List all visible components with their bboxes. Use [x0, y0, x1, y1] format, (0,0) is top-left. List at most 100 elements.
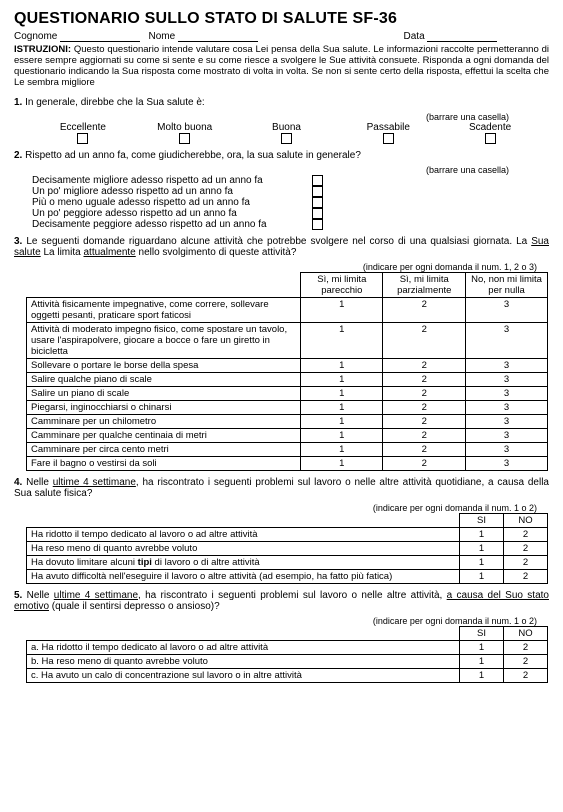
page-title: QUESTIONARIO SULLO STATO DI SALUTE SF-36	[14, 10, 549, 28]
q5-cell[interactable]: 1	[460, 640, 504, 654]
q1-opt-4: Passabile	[367, 122, 410, 133]
q3-cell[interactable]: 1	[301, 442, 383, 456]
q5-cell[interactable]: 1	[460, 668, 504, 682]
q3-cell[interactable]: 3	[466, 322, 548, 358]
q1-hint: (barrare una casella)	[14, 112, 549, 122]
q3-cell[interactable]: 2	[383, 386, 466, 400]
date-input[interactable]	[427, 31, 497, 42]
q3-cell[interactable]: 2	[383, 297, 466, 322]
q3-row-5: Piegarsi, inginocchiarsi o chinarsi	[27, 400, 301, 414]
surname-input[interactable]	[60, 31, 140, 42]
q3-cell[interactable]: 1	[301, 386, 383, 400]
q3-h1: Sì, mi limita parecchio	[301, 272, 383, 297]
q3-h3: No, non mi limita per nulla	[466, 272, 548, 297]
q1: 1. In generale, direbbe che la Sua salut…	[14, 97, 549, 108]
q3-cell[interactable]: 1	[301, 372, 383, 386]
q3-cell[interactable]: 2	[383, 442, 466, 456]
q3: 3. Le seguenti domande riguardano alcune…	[14, 236, 549, 258]
q5-cell[interactable]: 2	[504, 668, 548, 682]
q1-checkbox-2[interactable]	[179, 133, 190, 144]
q3-pre: Le seguenti domande riguardano alcune at…	[26, 236, 516, 247]
q5-cell[interactable]: 2	[504, 640, 548, 654]
q5-row-1: b. Ha reso meno di quanto avrebbe voluto	[27, 654, 460, 668]
q4-cell[interactable]: 1	[460, 541, 504, 555]
q5-table: SI NO a. Ha ridotto il tempo dedicato al…	[26, 626, 548, 683]
q1-options: Eccellente Molto buona Buona Passabile S…	[14, 122, 549, 144]
q3-h2: Sì, mi limita parzialmente	[383, 272, 466, 297]
q3-cell[interactable]: 2	[383, 400, 466, 414]
instructions: ISTRUZIONI: Questo questionario intende …	[14, 45, 549, 89]
q4-row-3: Ha avuto difficoltà nell'eseguire il lav…	[27, 569, 460, 583]
q2-checkbox-2[interactable]	[312, 186, 323, 197]
q1-text: In generale, direbbe che la Sua salute è…	[25, 97, 205, 108]
q1-checkbox-5[interactable]	[485, 133, 496, 144]
q4-cell[interactable]: 2	[504, 555, 548, 569]
q5-hint: (indicare per ogni domanda il num. 1 o 2…	[14, 616, 549, 626]
q5: 5. Nelle ultime 4 settimane, ha riscontr…	[14, 590, 549, 612]
q3-cell[interactable]: 3	[466, 400, 548, 414]
q4-row-0: Ha ridotto il tempo dedicato al lavoro o…	[27, 527, 460, 541]
q3-cell[interactable]: 1	[301, 456, 383, 470]
q4-hint: (indicare per ogni domanda il num. 1 o 2…	[14, 503, 549, 513]
q4-cell[interactable]: 1	[460, 555, 504, 569]
q2-options: Decisamente migliore adesso rispetto ad …	[14, 175, 549, 230]
q3-cell[interactable]: 2	[383, 322, 466, 358]
q5-h1: SI	[460, 626, 504, 640]
q3-cell[interactable]: 1	[301, 414, 383, 428]
q3-row-0: Attività fisicamente impegnative, come c…	[27, 297, 301, 322]
q3-hint: (indicare per ogni domanda il num. 1, 2 …	[14, 262, 549, 272]
q4-cell[interactable]: 1	[460, 569, 504, 583]
q4-cell[interactable]: 2	[504, 569, 548, 583]
q3-cell[interactable]: 2	[383, 456, 466, 470]
q2-checkbox-1[interactable]	[312, 175, 323, 186]
q4-cell[interactable]: 2	[504, 541, 548, 555]
q4-cell[interactable]: 2	[504, 527, 548, 541]
q2-checkbox-3[interactable]	[312, 197, 323, 208]
q3-row-4: Salire un piano di scale	[27, 386, 301, 400]
q3-cell[interactable]: 1	[301, 428, 383, 442]
q3-cell[interactable]: 2	[383, 414, 466, 428]
q5-row-2: c. Ha avuto un calo di concentrazione su…	[27, 668, 460, 682]
q1-checkbox-3[interactable]	[281, 133, 292, 144]
q3-cell[interactable]: 3	[466, 386, 548, 400]
q5-cell[interactable]: 2	[504, 654, 548, 668]
q3-table: Sì, mi limita parecchio Sì, mi limita pa…	[26, 272, 548, 471]
q3-cell[interactable]: 3	[466, 442, 548, 456]
q5-cell[interactable]: 1	[460, 654, 504, 668]
q1-checkbox-4[interactable]	[383, 133, 394, 144]
q5-row-0: a. Ha ridotto il tempo dedicato al lavor…	[27, 640, 460, 654]
name-input[interactable]	[178, 31, 258, 42]
q3-cell[interactable]: 3	[466, 428, 548, 442]
q2-checkbox-4[interactable]	[312, 208, 323, 219]
q3-row-9: Fare il bagno o vestirsi da soli	[27, 456, 301, 470]
q3-cell[interactable]: 2	[383, 372, 466, 386]
q3-cell[interactable]: 1	[301, 322, 383, 358]
q3-cell[interactable]: 3	[466, 456, 548, 470]
q3-cell[interactable]: 1	[301, 297, 383, 322]
q4-cell[interactable]: 1	[460, 527, 504, 541]
date-label: Data	[404, 31, 425, 42]
q5-num: 5.	[14, 590, 22, 601]
q2-item-5: Decisamente peggiore adesso rispetto ad …	[32, 219, 312, 230]
q3-cell[interactable]: 2	[383, 358, 466, 372]
q3-row-1: Attività di moderato impegno fisico, com…	[27, 322, 301, 358]
q3-cell[interactable]: 2	[383, 428, 466, 442]
q3-cell[interactable]: 1	[301, 358, 383, 372]
q1-opt-3: Buona	[272, 122, 301, 133]
q3-cell[interactable]: 3	[466, 372, 548, 386]
q3-cell[interactable]: 3	[466, 297, 548, 322]
q2-item-1: Decisamente migliore adesso rispetto ad …	[32, 175, 312, 186]
q2-item-4: Un po' peggiore adesso rispetto ad un an…	[32, 208, 312, 219]
q3-cell[interactable]: 3	[466, 358, 548, 372]
q3-cell[interactable]: 3	[466, 414, 548, 428]
name-label: Nome	[148, 31, 175, 42]
q2-checkbox-5[interactable]	[312, 219, 323, 230]
q3-cell[interactable]: 1	[301, 400, 383, 414]
q2: 2. Rispetto ad un anno fa, come giudiche…	[14, 150, 549, 161]
surname-label: Cognome	[14, 31, 57, 42]
q2-hint: (barrare una casella)	[14, 165, 549, 175]
q1-checkbox-1[interactable]	[77, 133, 88, 144]
q2-item-2: Un po' migliore adesso rispetto ad un an…	[32, 186, 312, 197]
q1-opt-5: Scadente	[469, 122, 511, 133]
q4: 4. Nelle ultime 4 settimane, ha riscontr…	[14, 477, 549, 499]
